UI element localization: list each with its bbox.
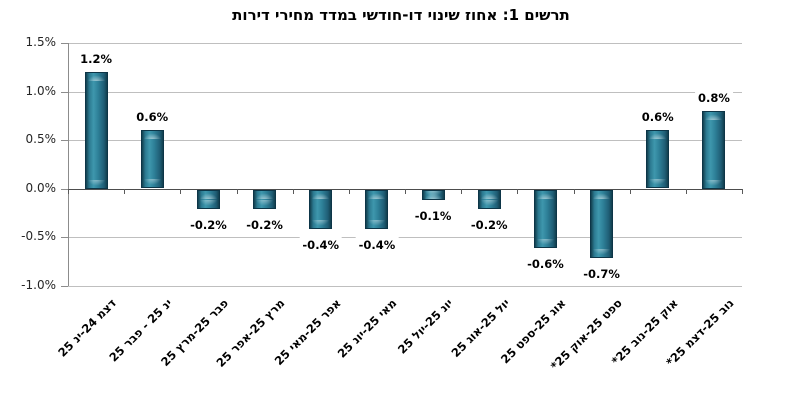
bar <box>478 190 501 209</box>
bar <box>141 130 164 188</box>
x-axis-tick <box>742 189 743 194</box>
x-axis-tick <box>461 189 462 194</box>
x-axis-tick <box>349 189 350 194</box>
value-label: -0.1% <box>411 207 455 225</box>
x-axis-tick <box>293 189 294 194</box>
bar <box>534 190 557 248</box>
bar <box>309 190 332 229</box>
gridline <box>68 286 742 287</box>
value-label: -0.4% <box>355 236 399 254</box>
value-label: -0.7% <box>580 265 623 283</box>
y-axis-tick <box>61 140 68 141</box>
bar <box>365 190 388 229</box>
x-axis-tick <box>517 189 518 194</box>
bar <box>590 190 613 258</box>
bar <box>702 111 725 189</box>
bar <box>197 190 220 209</box>
value-label: 0.8% <box>694 89 733 107</box>
value-label: -0.2% <box>187 216 230 234</box>
y-axis-tick <box>61 189 68 190</box>
y-axis-tick <box>61 43 68 44</box>
y-axis-tick-label: -0.5% <box>21 229 56 243</box>
y-axis-tick-label: 0.5% <box>25 132 57 146</box>
x-axis-tick <box>686 189 687 194</box>
bar <box>422 190 445 200</box>
x-axis-tick <box>124 189 125 194</box>
x-axis-tick <box>405 189 406 194</box>
chart-title: תרשים 1: אחוז שינוי דו-חודשי במדד מחירי … <box>232 6 570 24</box>
y-axis-line <box>68 43 69 286</box>
value-label: 0.6% <box>133 108 172 126</box>
gridline <box>68 140 742 141</box>
value-label: 1.2% <box>77 50 116 68</box>
value-label: -0.6% <box>524 255 567 273</box>
x-axis-tick <box>630 189 631 194</box>
y-axis-tick-label: 1.0% <box>25 84 57 98</box>
gridline <box>68 92 742 93</box>
y-axis-tick-label: 1.5% <box>25 35 57 49</box>
x-axis-tick <box>237 189 238 194</box>
bar <box>253 190 276 209</box>
y-axis-tick <box>61 286 68 287</box>
x-axis-category-label: יונ 25-יול 25 <box>395 296 456 357</box>
gridline <box>68 43 742 44</box>
y-axis-tick <box>61 237 68 238</box>
x-axis-tick <box>574 189 575 194</box>
bar <box>646 130 669 188</box>
value-label: 0.6% <box>638 108 677 126</box>
gridline <box>68 237 742 238</box>
bar <box>85 72 108 189</box>
value-label: -0.4% <box>299 236 343 254</box>
value-label: -0.2% <box>243 216 286 234</box>
y-axis-tick-label: 0.0% <box>25 181 57 195</box>
x-axis-tick <box>68 189 69 194</box>
y-axis-tick <box>61 92 68 93</box>
x-axis-tick <box>180 189 181 194</box>
x-axis-category-label: מאי 25-יונ 25 <box>335 296 400 361</box>
value-label: -0.2% <box>467 216 511 234</box>
y-axis-tick-label: -1.0% <box>21 278 56 292</box>
